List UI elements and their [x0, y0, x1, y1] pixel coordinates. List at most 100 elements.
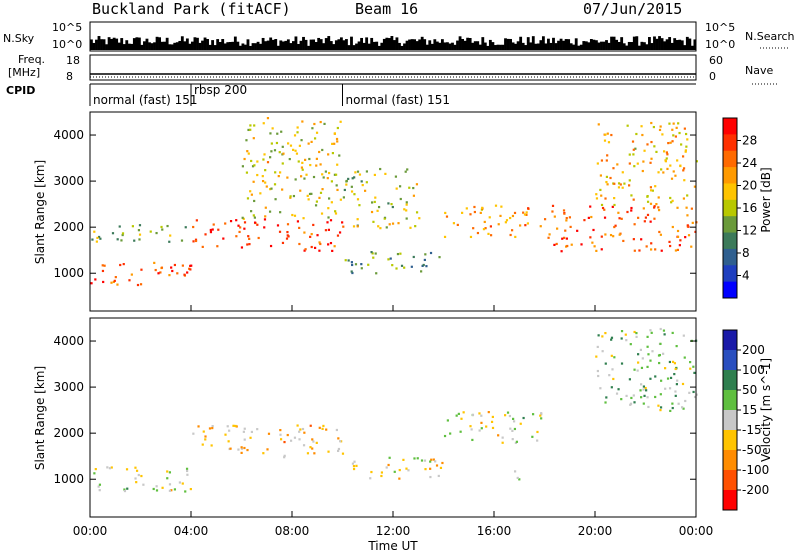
echo-cell [247, 128, 250, 132]
nsky-bar [635, 36, 639, 50]
echo-cell [456, 223, 459, 227]
nsky-bar [605, 40, 608, 50]
echo-cell [551, 210, 554, 213]
echo-cell [688, 391, 691, 394]
echo-cell [184, 226, 187, 229]
echo-cell [657, 196, 660, 199]
echo-cell [279, 211, 282, 214]
echo-cell [279, 438, 283, 441]
echo-cell [657, 206, 660, 209]
echo-cell [674, 249, 678, 252]
echo-cell [134, 477, 137, 480]
x-tick-label: 20:00 [578, 524, 613, 538]
echo-cell [286, 176, 289, 179]
echo-cell [406, 168, 409, 171]
freq-tick-bottom: 8 [66, 70, 73, 83]
colorbar-swatch [723, 167, 737, 184]
colorbar-tick-label: 12 [742, 224, 757, 238]
echo-cell [630, 396, 633, 400]
echo-cell [617, 388, 620, 391]
echo-cell [201, 443, 204, 446]
echo-cell [263, 218, 267, 221]
y-tick-label: 1000 [53, 472, 84, 486]
echo-cell [525, 213, 528, 216]
echo-cell [170, 266, 173, 269]
echo-cell [512, 417, 515, 420]
echo-cell [379, 167, 382, 171]
echo-cell [480, 414, 483, 417]
nsky-bar [107, 37, 111, 50]
nsky-bar [408, 39, 411, 50]
colorbar-tick-label: 200 [742, 343, 765, 357]
nsky-bar [95, 39, 98, 50]
nsky-bar [127, 43, 131, 50]
echo-cell [345, 179, 348, 183]
freq-unit-label: [MHz] [8, 66, 40, 79]
echo-cell [645, 245, 648, 248]
nsky-bar [413, 39, 417, 50]
echo-cell [303, 231, 306, 234]
echo-cell [671, 199, 674, 202]
echo-cell [265, 185, 268, 188]
echo-cell [482, 228, 486, 231]
echo-cell [168, 240, 171, 243]
echo-cell [522, 416, 525, 420]
echo-cell [224, 433, 227, 436]
echo-cell [276, 224, 280, 227]
echo-cell [455, 414, 458, 417]
echo-cell [263, 226, 266, 229]
nsky-bar [289, 43, 293, 50]
echo-cell [136, 283, 140, 287]
echo-cell [605, 180, 608, 184]
echo-cell [286, 433, 289, 437]
echo-cell [114, 276, 117, 279]
nsky-bar [132, 38, 136, 50]
echo-cell [209, 228, 212, 232]
colorbar-tick-label: 24 [742, 156, 757, 170]
echo-cell [682, 407, 685, 410]
nsky-bar [324, 38, 328, 50]
nsky-bar [322, 43, 326, 50]
nsky-bar [496, 44, 500, 50]
nsky-bar [251, 43, 255, 50]
echo-cell [632, 238, 635, 241]
echo-cell [606, 132, 609, 135]
echo-cell [600, 203, 604, 207]
nsky-bar [342, 40, 346, 50]
echo-cell [269, 132, 272, 135]
nsky-bar [466, 37, 470, 50]
nsky-bar [481, 37, 485, 50]
echo-cell [229, 447, 232, 450]
echo-cell [674, 394, 677, 397]
echo-cell [304, 158, 307, 161]
nsky-bar [178, 40, 182, 50]
echo-cell [611, 205, 614, 208]
nsky-bar [244, 44, 247, 50]
echo-cell [620, 398, 623, 401]
echo-cell [350, 190, 354, 193]
echo-cell [646, 143, 649, 146]
echo-cell [353, 176, 356, 179]
echo-cell [589, 205, 592, 208]
echo-cell [287, 235, 290, 238]
echo-cell [256, 160, 259, 163]
echo-cell [633, 401, 636, 404]
nsky-bar [304, 39, 308, 50]
echo-cell [556, 227, 559, 230]
echo-cell [266, 117, 270, 120]
nsky-bar [175, 42, 179, 50]
echo-cell [137, 473, 140, 477]
echo-cell [527, 207, 530, 210]
echo-cell [299, 189, 302, 192]
nsky-bar [168, 44, 172, 50]
echo-cell [425, 265, 428, 268]
nsky-bar [511, 42, 515, 50]
echo-cell [339, 120, 342, 123]
echo-cell [667, 141, 670, 145]
echo-cell [243, 221, 247, 224]
echo-cell [241, 165, 244, 168]
echo-cell [690, 245, 693, 248]
echo-cell [138, 224, 142, 227]
echo-cell [596, 162, 599, 165]
echo-cell [338, 231, 342, 234]
